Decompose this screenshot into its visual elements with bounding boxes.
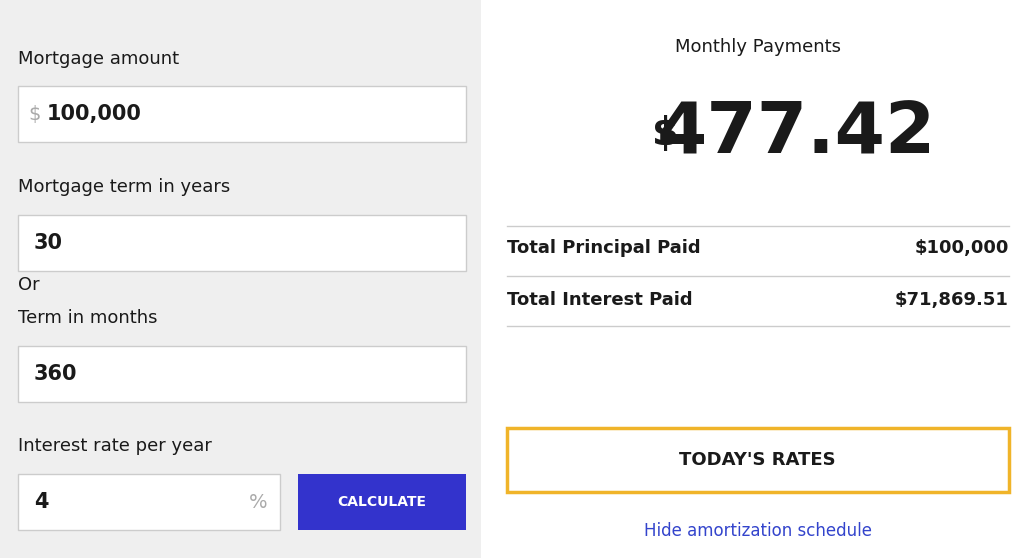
FancyBboxPatch shape: [18, 474, 281, 530]
Text: 4: 4: [34, 492, 48, 512]
FancyBboxPatch shape: [18, 215, 466, 271]
Text: 360: 360: [34, 364, 77, 384]
FancyBboxPatch shape: [298, 474, 466, 530]
Text: TODAY'S RATES: TODAY'S RATES: [680, 451, 836, 469]
Text: 100,000: 100,000: [47, 104, 142, 124]
Text: $100,000: $100,000: [914, 239, 1009, 257]
Text: Term in months: Term in months: [18, 309, 158, 327]
Text: 477.42: 477.42: [657, 99, 936, 169]
Text: CALCULATE: CALCULATE: [338, 495, 427, 509]
Text: %: %: [249, 493, 268, 512]
Text: 30: 30: [34, 233, 62, 253]
Text: $: $: [29, 105, 41, 124]
FancyBboxPatch shape: [18, 86, 466, 142]
Text: $71,869.51: $71,869.51: [895, 291, 1009, 309]
Text: Interest rate per year: Interest rate per year: [18, 437, 212, 455]
Text: Monthly Payments: Monthly Payments: [675, 39, 841, 56]
Text: Hide amortization schedule: Hide amortization schedule: [644, 522, 871, 540]
FancyBboxPatch shape: [0, 0, 481, 558]
Text: Mortgage term in years: Mortgage term in years: [18, 178, 230, 196]
FancyBboxPatch shape: [481, 0, 1024, 558]
Text: Or: Or: [18, 276, 40, 294]
FancyBboxPatch shape: [507, 429, 1009, 493]
Text: Total Interest Paid: Total Interest Paid: [507, 291, 692, 309]
Text: Mortgage amount: Mortgage amount: [18, 50, 179, 68]
FancyBboxPatch shape: [18, 346, 466, 402]
Text: $: $: [652, 115, 679, 153]
Text: Total Principal Paid: Total Principal Paid: [507, 239, 700, 257]
